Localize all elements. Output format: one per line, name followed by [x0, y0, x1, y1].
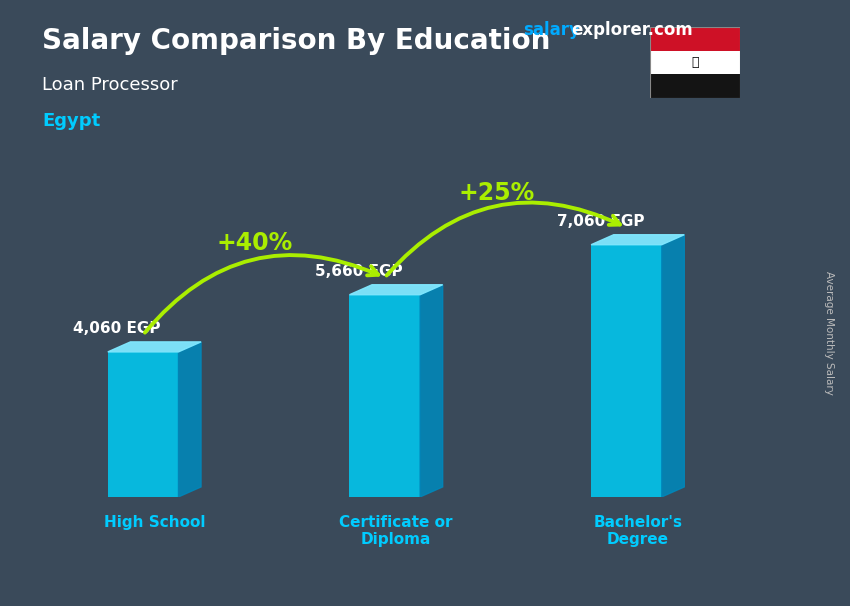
Polygon shape — [108, 342, 201, 352]
Bar — [650, 27, 740, 50]
Polygon shape — [420, 285, 443, 497]
Polygon shape — [661, 235, 684, 497]
Text: Egypt: Egypt — [42, 112, 101, 130]
Text: 🦅: 🦅 — [691, 56, 699, 69]
Text: explorer.com: explorer.com — [571, 21, 693, 39]
Text: High School: High School — [104, 514, 205, 530]
Polygon shape — [591, 245, 661, 497]
Text: Bachelor's
Degree: Bachelor's Degree — [593, 514, 683, 547]
Polygon shape — [178, 342, 201, 497]
Text: Average Monthly Salary: Average Monthly Salary — [824, 271, 834, 395]
Text: Loan Processor: Loan Processor — [42, 76, 178, 94]
Text: salary: salary — [523, 21, 580, 39]
Text: 5,660 EGP: 5,660 EGP — [315, 264, 403, 279]
Polygon shape — [591, 235, 684, 245]
Text: +40%: +40% — [217, 230, 292, 255]
Text: Salary Comparison By Education: Salary Comparison By Education — [42, 27, 551, 55]
Text: +25%: +25% — [458, 181, 535, 205]
Text: 7,060 EGP: 7,060 EGP — [557, 214, 644, 229]
Polygon shape — [108, 352, 178, 497]
Polygon shape — [349, 295, 420, 497]
Bar — [650, 75, 740, 98]
Text: 4,060 EGP: 4,060 EGP — [73, 321, 161, 336]
Polygon shape — [349, 285, 443, 295]
Text: Certificate or
Diploma: Certificate or Diploma — [339, 514, 453, 547]
Bar — [650, 50, 740, 75]
